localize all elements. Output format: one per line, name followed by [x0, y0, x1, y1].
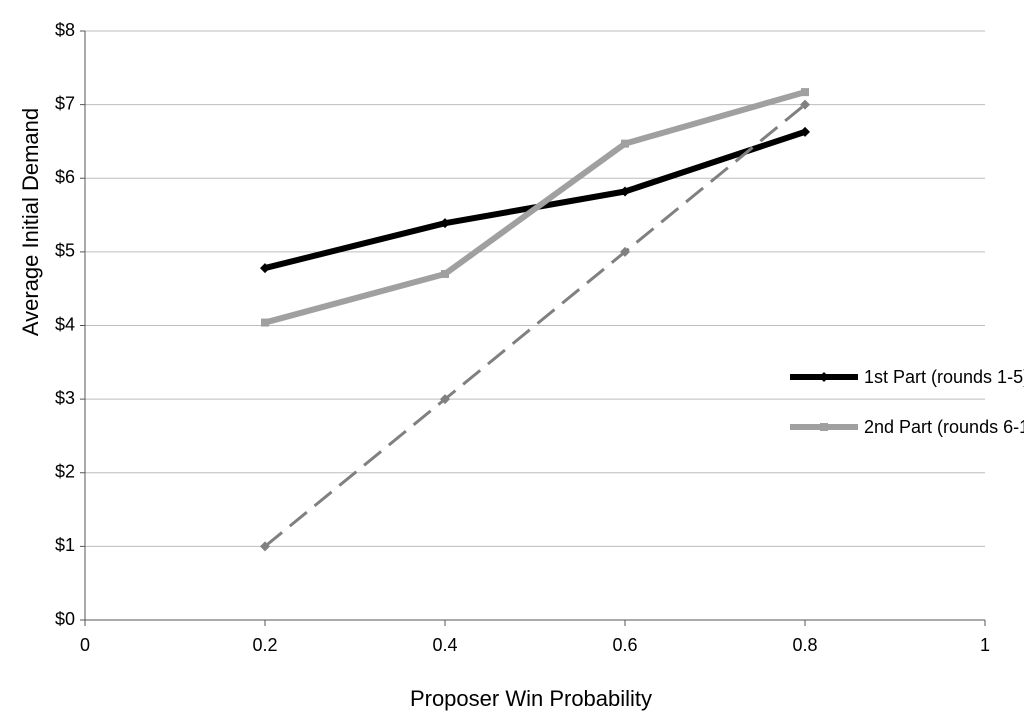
- marker: [620, 186, 630, 197]
- y-tick-label: $8: [55, 20, 75, 40]
- marker: [621, 139, 629, 148]
- series-line: [264, 129, 806, 271]
- x-tick-label: 0.6: [612, 635, 637, 655]
- marker: [620, 246, 630, 257]
- y-tick-label: $0: [55, 609, 75, 629]
- x-tick-label: 0.8: [792, 635, 817, 655]
- x-tick-label: 0: [80, 635, 90, 655]
- y-tick-label: $5: [55, 241, 75, 261]
- legend-label: 1st Part (rounds 1-5): [864, 367, 1024, 387]
- y-tick-label: $3: [55, 388, 75, 408]
- y-tick-label: $1: [55, 535, 75, 555]
- y-tick-label: $7: [55, 93, 75, 113]
- marker: [440, 218, 450, 229]
- marker: [260, 263, 270, 274]
- marker: [800, 99, 810, 110]
- marker: [261, 318, 269, 327]
- x-tick-label: 1: [980, 635, 990, 655]
- legend-label: 2nd Part (rounds 6-10): [864, 417, 1024, 437]
- legend-marker: [819, 372, 829, 382]
- legend-marker: [820, 423, 828, 431]
- x-axis-title: Proposer Win Probability: [410, 686, 652, 711]
- marker: [441, 269, 449, 278]
- y-tick-label: $2: [55, 462, 75, 482]
- x-tick-label: 0.2: [252, 635, 277, 655]
- series-line: [264, 89, 806, 326]
- marker: [260, 541, 270, 552]
- series-line: [264, 103, 806, 548]
- marker: [800, 126, 810, 137]
- y-tick-label: $6: [55, 167, 75, 187]
- y-tick-label: $4: [55, 314, 75, 334]
- marker: [801, 88, 809, 97]
- marker: [440, 394, 450, 405]
- y-axis-title: Average Initial Demand: [18, 108, 43, 336]
- x-tick-label: 0.4: [432, 635, 457, 655]
